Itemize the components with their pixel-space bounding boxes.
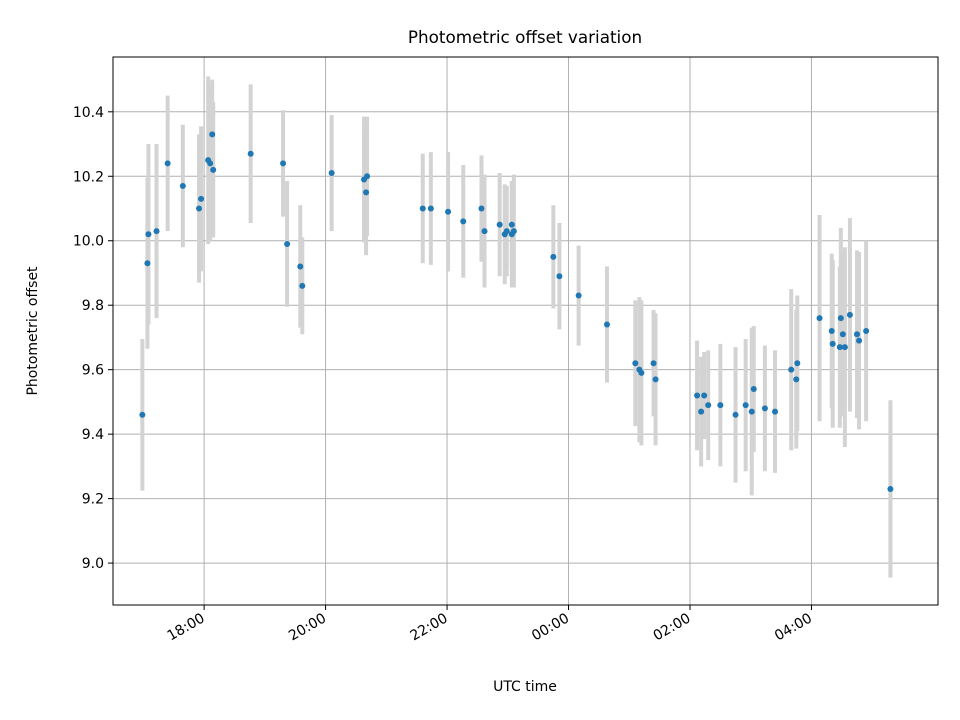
y-tick-label: 10.2 — [73, 169, 104, 185]
data-point — [632, 360, 639, 367]
data-point — [510, 228, 517, 235]
data-point — [445, 208, 452, 215]
data-point — [750, 386, 757, 393]
data-point — [705, 402, 712, 409]
data-point — [550, 253, 557, 260]
data-point — [793, 376, 800, 383]
data-point — [139, 411, 146, 418]
plot-frame — [112, 56, 939, 606]
data-point — [698, 408, 705, 415]
data-point — [854, 331, 861, 338]
data-point — [284, 240, 291, 247]
grid — [113, 57, 938, 605]
data-point — [856, 337, 863, 344]
y-tick-label: 9.0 — [82, 556, 104, 572]
data-point — [299, 282, 306, 289]
data-point — [196, 205, 203, 212]
data-point — [732, 411, 739, 418]
data-point — [153, 228, 160, 235]
data-points — [139, 131, 894, 492]
data-point — [836, 344, 843, 351]
data-point — [694, 392, 701, 399]
data-point — [761, 405, 768, 412]
data-point — [164, 160, 171, 167]
y-tick-label: 10.4 — [73, 105, 104, 121]
data-point — [638, 369, 645, 376]
y-tick-label: 9.2 — [82, 492, 104, 508]
data-point — [556, 273, 563, 280]
data-point — [198, 195, 205, 202]
data-point — [701, 392, 708, 399]
data-point — [575, 292, 582, 299]
data-point — [503, 228, 510, 235]
data-point — [508, 221, 515, 228]
data-point — [280, 160, 287, 167]
data-point — [839, 331, 846, 338]
data-point — [209, 131, 216, 138]
data-point — [887, 485, 894, 492]
y-tick-label: 9.6 — [82, 363, 104, 379]
data-point — [478, 205, 485, 212]
y-tick-label: 9.4 — [82, 427, 104, 443]
data-point — [794, 360, 801, 367]
data-point — [603, 321, 610, 328]
data-point — [144, 260, 151, 267]
data-point — [297, 263, 304, 270]
data-point — [179, 182, 186, 189]
data-point — [748, 408, 755, 415]
data-point — [363, 189, 370, 196]
data-point — [210, 166, 217, 173]
data-point — [846, 311, 853, 318]
data-point — [837, 315, 844, 322]
y-tick-label: 9.8 — [82, 298, 104, 314]
data-point — [652, 376, 659, 383]
data-point — [481, 228, 488, 235]
data-point — [863, 328, 870, 334]
data-point — [816, 315, 823, 322]
data-point — [828, 328, 835, 334]
data-point — [247, 150, 254, 157]
data-point — [841, 344, 848, 351]
data-point — [829, 340, 836, 347]
data-point — [364, 173, 371, 180]
data-point — [742, 402, 749, 409]
data-point — [772, 408, 779, 415]
data-point — [207, 160, 214, 167]
data-point — [788, 366, 795, 373]
data-point — [496, 221, 503, 228]
y-tick-label: 10.0 — [73, 234, 104, 250]
data-point — [427, 205, 434, 212]
data-point — [328, 170, 335, 177]
data-point — [460, 218, 467, 225]
data-point — [419, 205, 426, 212]
x-axis-label: UTC time — [493, 679, 557, 695]
chart-title: Photometric offset variation — [408, 27, 642, 47]
data-point — [717, 402, 724, 409]
data-point — [650, 360, 657, 367]
data-point — [145, 231, 152, 238]
y-axis-label: Photometric offset — [25, 266, 41, 396]
